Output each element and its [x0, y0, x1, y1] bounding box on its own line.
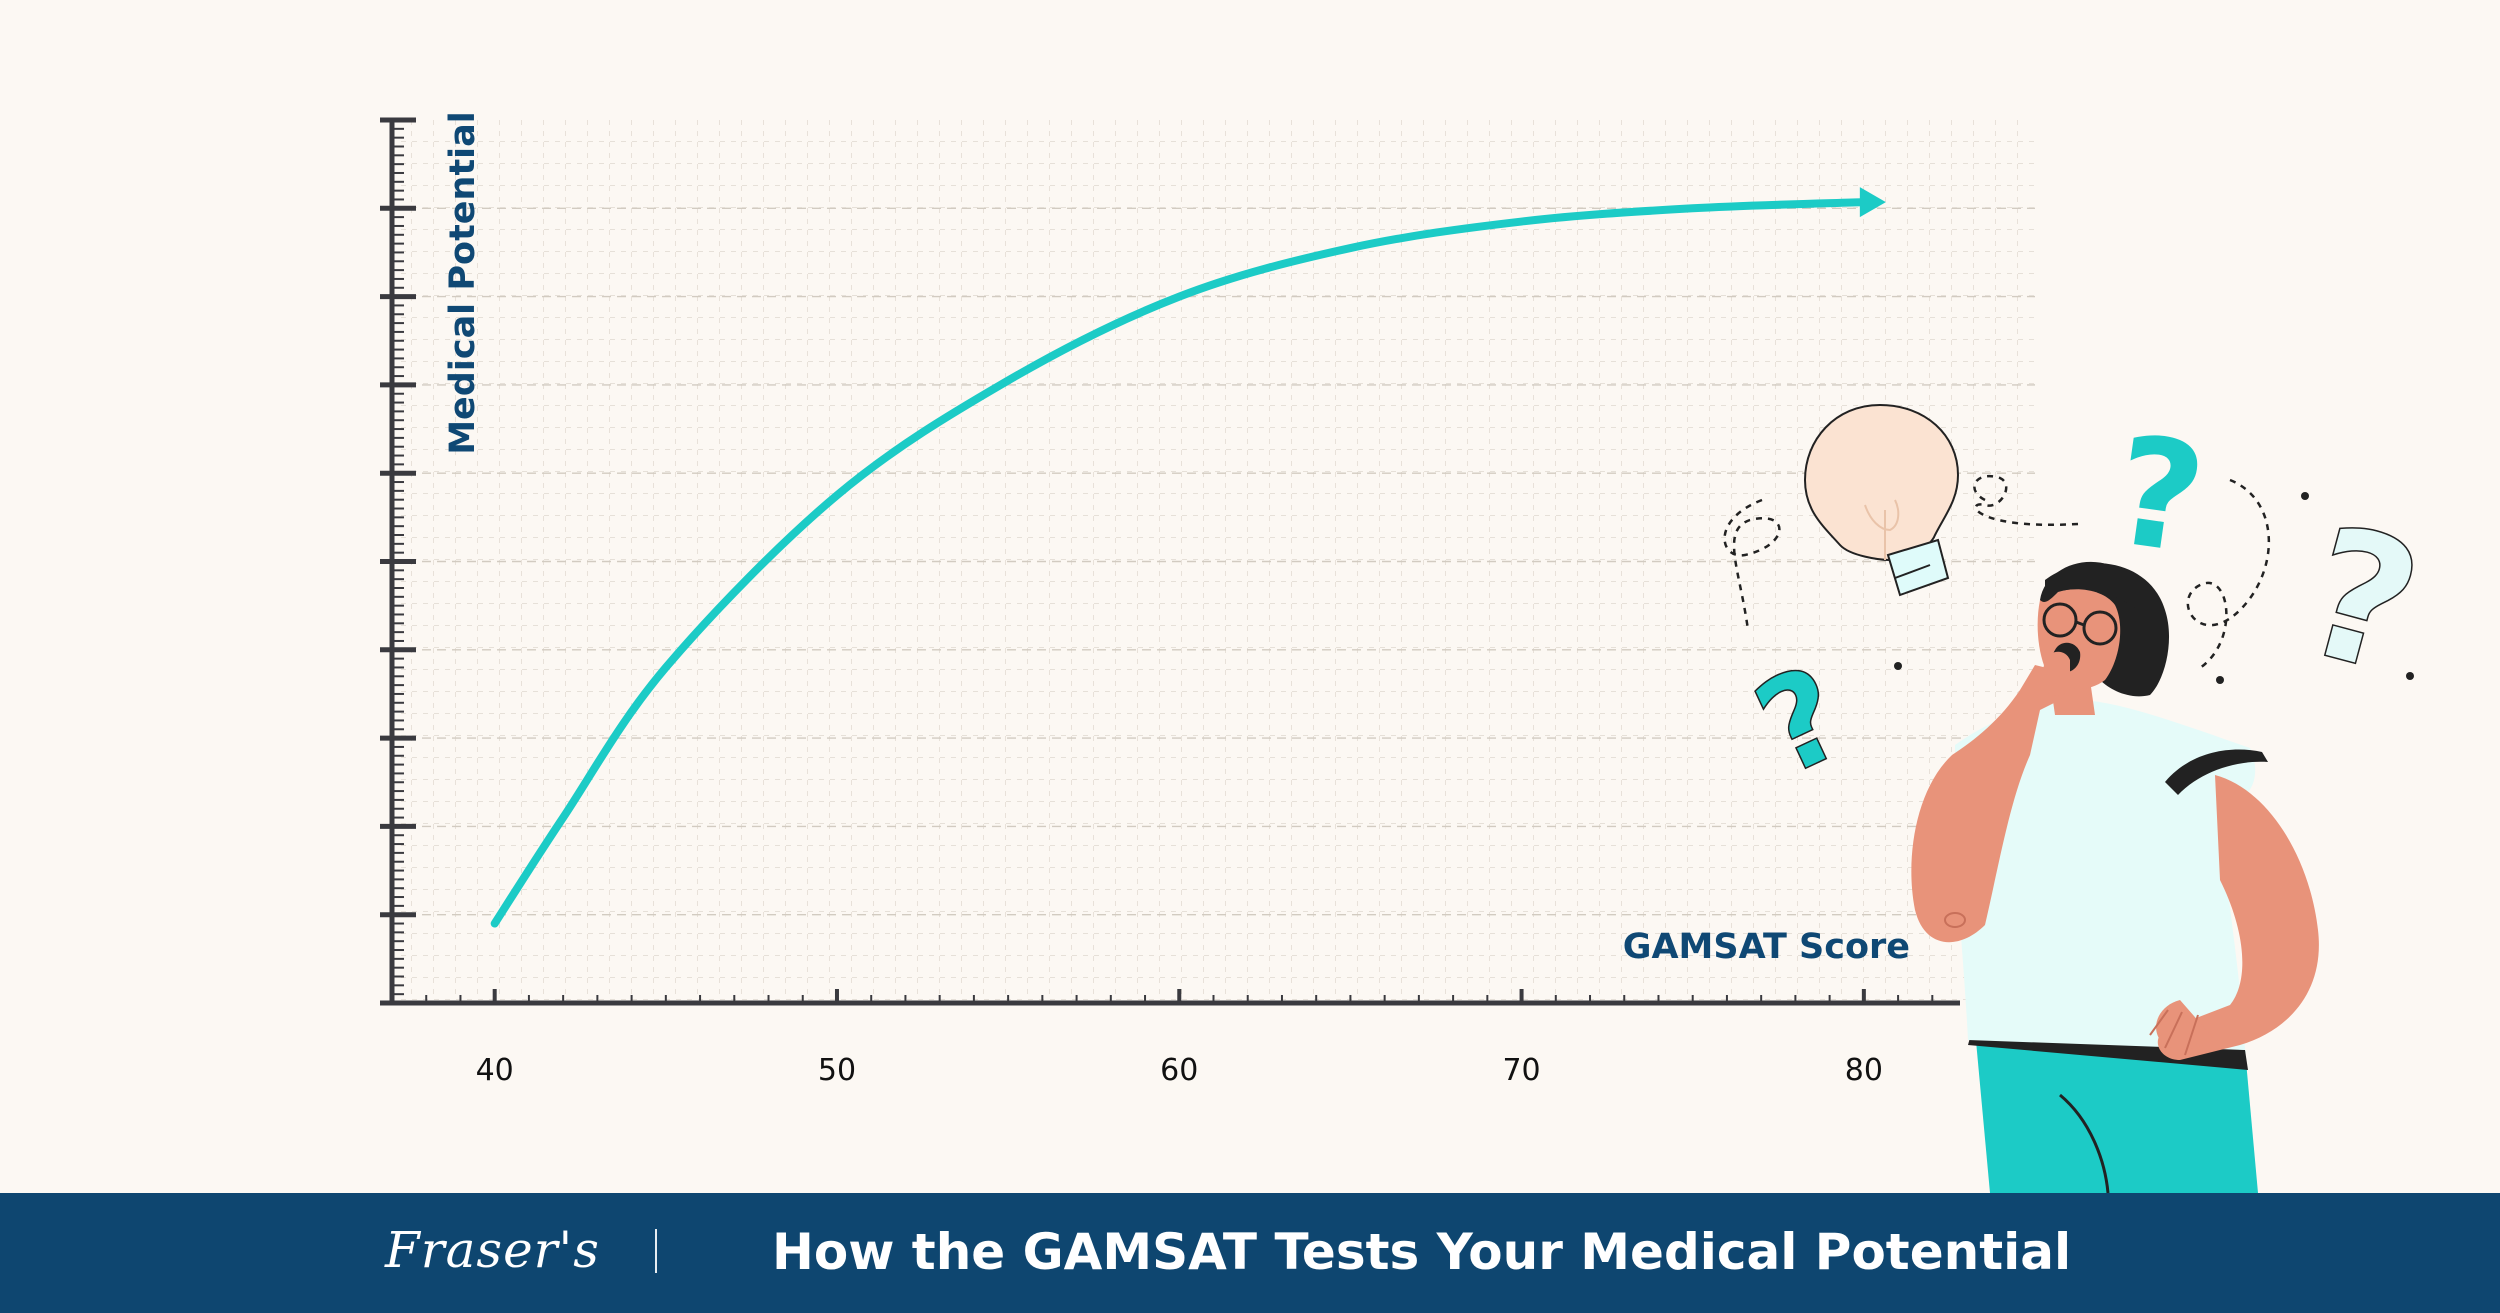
series-line: [490, 198, 1868, 928]
brand-logo[interactable]: Fraser's: [385, 1221, 600, 1279]
x-tick-label: 80: [1845, 1053, 1883, 1088]
grid-major: [392, 207, 2035, 916]
footer-banner: Fraser's How the GAMSAT Tests Your Medic…: [0, 1193, 2500, 1313]
lightbulb-icon: [1803, 403, 1960, 597]
person-thinking-icon: [1911, 561, 2319, 1193]
footer-title: How the GAMSAT Tests Your Medical Potent…: [772, 1223, 2072, 1281]
svg-text:?: ?: [2284, 487, 2439, 716]
x-tick-label: 50: [818, 1053, 856, 1088]
data-point: [1692, 207, 1694, 209]
dashed-swirl-3: [2186, 478, 2270, 670]
chart: 40 50 60 70 80 Medical Potential GAMSAT Scor…: [380, 111, 2440, 1193]
footer-divider: [655, 1229, 657, 1273]
grid: [395, 120, 2035, 1000]
data-point: [1349, 247, 1351, 249]
x-tick-label: 70: [1502, 1053, 1540, 1088]
dashed-swirl-2: [1973, 475, 2079, 527]
data-point: [1007, 379, 1009, 381]
series-layer: [490, 187, 1886, 928]
y-axis-label: Medical Potential: [443, 111, 483, 455]
data-point: [665, 666, 667, 668]
question-mark-outline-icon: ?: [2283, 486, 2439, 716]
dashed-swirl-1: [1723, 498, 1781, 631]
data-point: [562, 817, 564, 819]
svg-text:?: ?: [2104, 404, 2214, 588]
data-point: [1521, 221, 1523, 223]
x-tick-label: 60: [1160, 1053, 1198, 1088]
ticks: 40 50 60 70 80: [380, 117, 1934, 1088]
series-arrowhead: [1859, 187, 1886, 218]
data-point: [494, 923, 496, 925]
question-mark-icon: ?: [2104, 404, 2214, 588]
x-tick-label: 40: [476, 1053, 514, 1088]
data-point: [836, 494, 838, 496]
x-axis-label: GAMSAT Score: [1623, 927, 1910, 967]
data-point: [1178, 296, 1180, 298]
